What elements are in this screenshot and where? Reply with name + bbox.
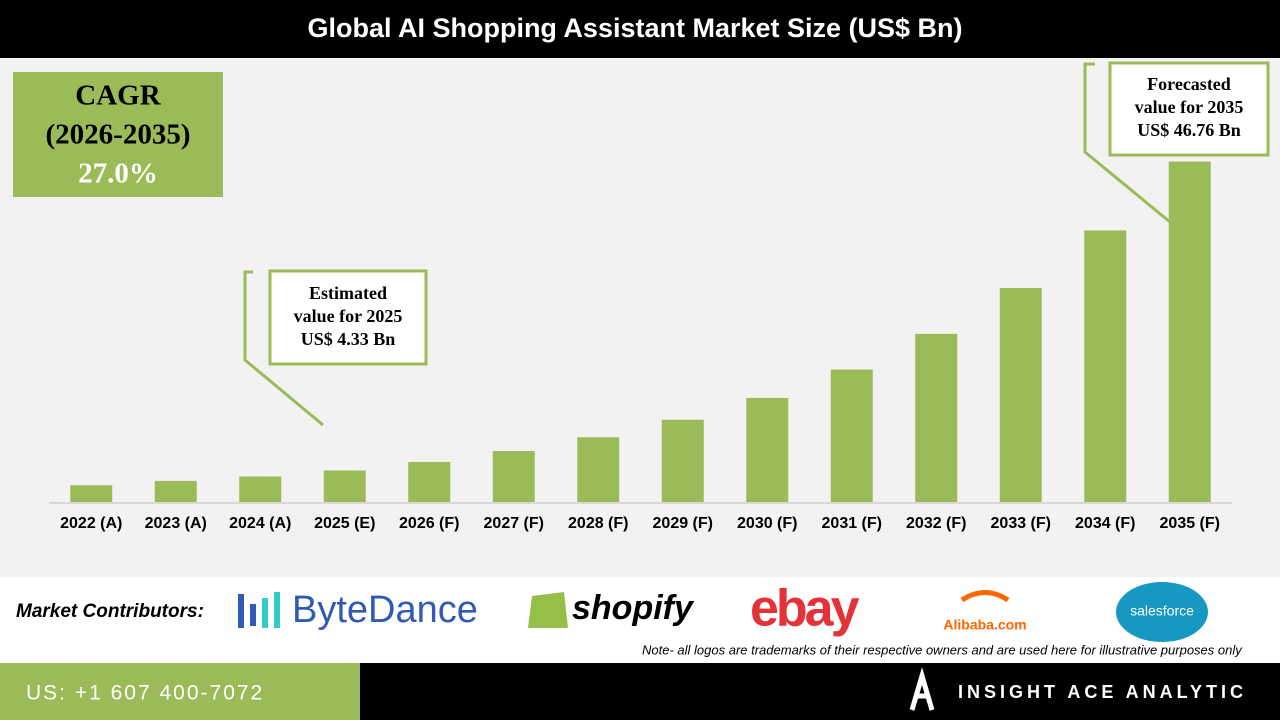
x-tick-label: 2032 (F) — [906, 515, 966, 532]
cagr-box — [13, 72, 223, 197]
x-tick-label: 2034 (F) — [1075, 515, 1135, 532]
bar — [408, 461, 451, 502]
bar — [323, 470, 366, 502]
callout-text: Forecasted — [1147, 74, 1231, 94]
bar — [1168, 161, 1211, 502]
logo-icon — [960, 590, 1010, 603]
logo: ebay — [750, 580, 860, 638]
x-tick-label: 2029 (F) — [653, 515, 713, 532]
logo: salesforce — [1130, 603, 1194, 619]
logo: shopify — [572, 589, 695, 627]
bar — [1084, 230, 1127, 502]
bar — [830, 369, 873, 502]
x-tick-label: 2031 (F) — [822, 515, 882, 532]
note: Note- all logos are trademarks of their … — [642, 642, 1243, 657]
phone: US: +1 607 400-7072 — [26, 682, 264, 705]
logo: ByteDance — [292, 589, 478, 631]
x-tick-label: 2026 (F) — [399, 515, 459, 532]
bar — [999, 287, 1042, 502]
footer-left — [0, 663, 360, 720]
bar — [492, 451, 535, 502]
x-tick-label: 2028 (F) — [568, 515, 628, 532]
bar — [239, 476, 282, 502]
cagr-text: (2026-2035) — [46, 119, 191, 151]
cagr-text: CAGR — [75, 80, 161, 112]
title-bar — [0, 0, 1280, 58]
logo-icon — [238, 592, 280, 628]
bar — [915, 333, 958, 502]
chart-title: Global AI Shopping Assistant Market Size… — [307, 13, 962, 43]
x-tick-label: 2025 (E) — [314, 515, 375, 532]
x-tick-label: 2022 (A) — [60, 515, 122, 532]
callout-text: value for 2025 — [294, 306, 403, 326]
bar — [154, 480, 197, 502]
logo: Alibaba.com — [943, 617, 1026, 633]
callout-box — [268, 269, 428, 366]
bar — [577, 437, 620, 502]
logo-icon — [1116, 582, 1208, 642]
contributors-label: Market Contributors: — [16, 601, 204, 622]
logo-icon — [528, 592, 568, 628]
cagr-text: 27.0% — [78, 158, 158, 190]
footer-right — [360, 663, 1280, 720]
bar — [746, 397, 789, 502]
x-tick-label: 2035 (F) — [1160, 515, 1220, 532]
brand-icon — [909, 667, 935, 711]
x-tick-label: 2024 (A) — [229, 515, 291, 532]
x-tick-label: 2033 (F) — [991, 515, 1051, 532]
x-tick-label: 2030 (F) — [737, 515, 797, 532]
brand: INSIGHT ACE ANALYTIC — [958, 682, 1247, 702]
contributors-band — [0, 577, 1280, 663]
x-tick-label: 2027 (F) — [484, 515, 544, 532]
bar — [661, 419, 704, 502]
callout-connector — [1083, 62, 1171, 224]
callout-box — [1108, 61, 1270, 157]
callout-text: value for 2035 — [1135, 97, 1244, 117]
callout-text: Estimated — [309, 283, 387, 303]
callout-text: US$ 46.76 Bn — [1137, 120, 1241, 140]
callout-connector — [243, 270, 324, 427]
bar — [70, 485, 113, 502]
x-tick-label: 2023 (A) — [145, 515, 207, 532]
callout-text: US$ 4.33 Bn — [301, 329, 396, 349]
